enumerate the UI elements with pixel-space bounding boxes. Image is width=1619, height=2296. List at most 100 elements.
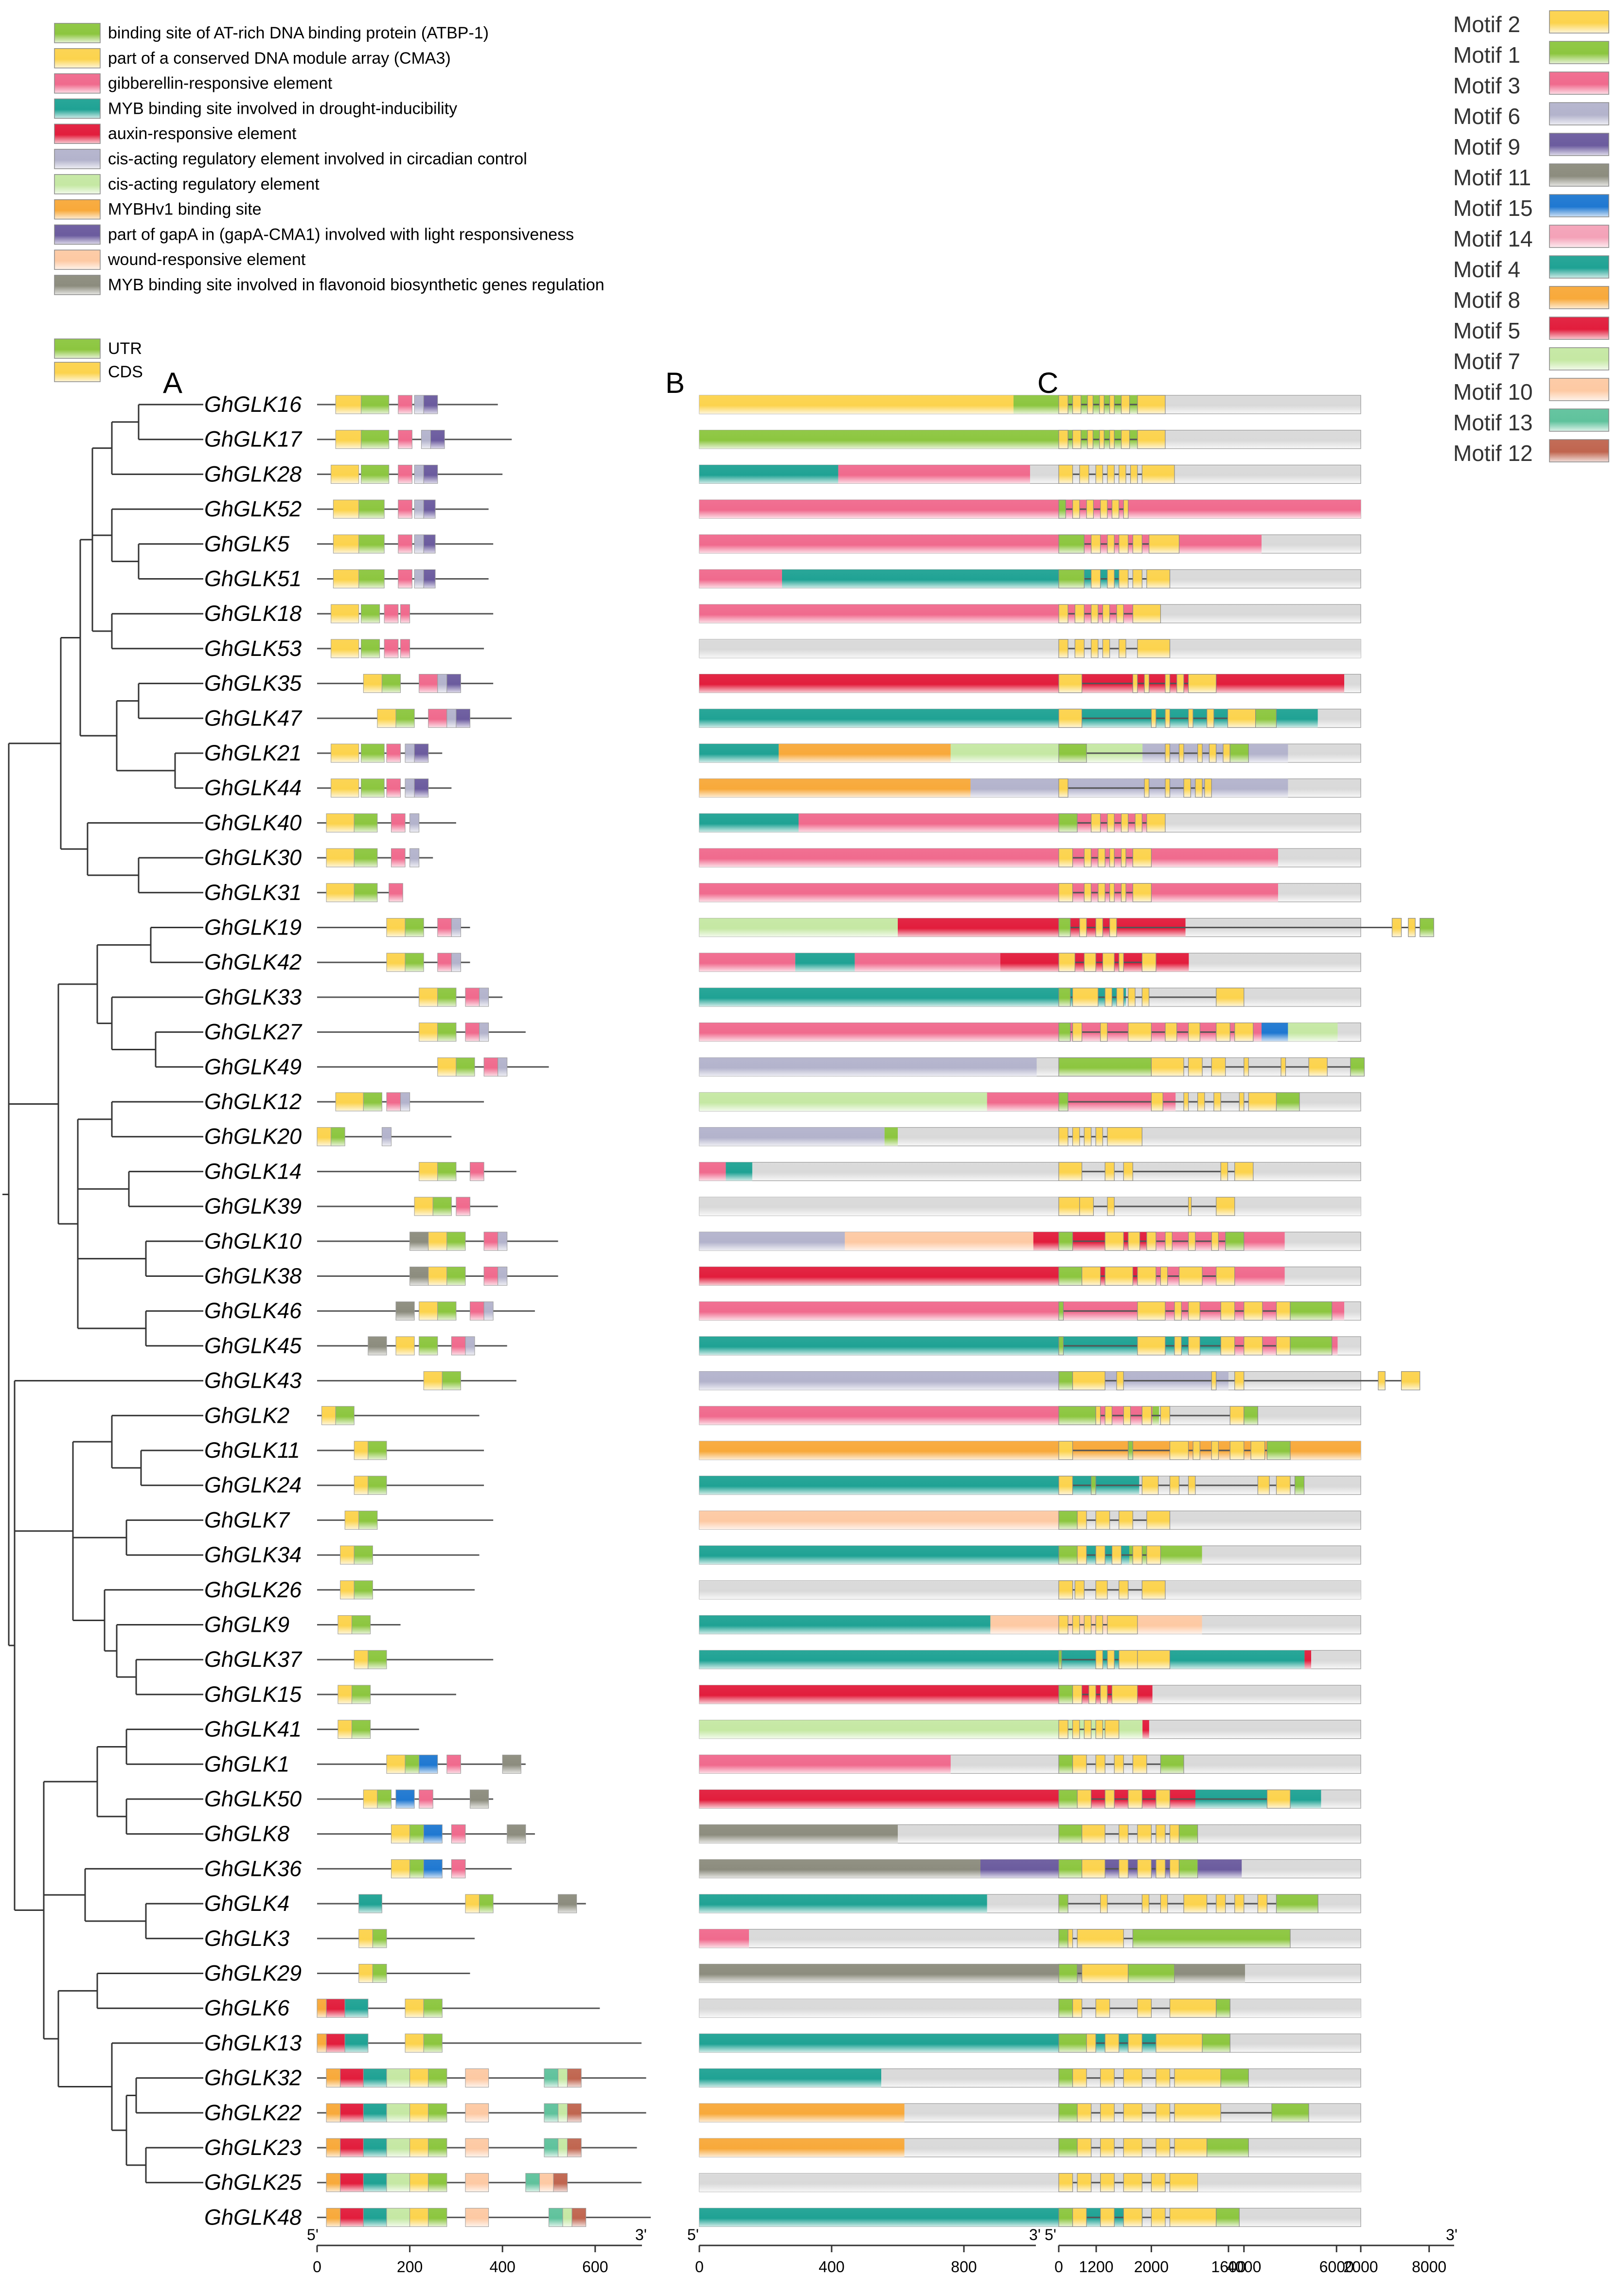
cds-block: [1082, 1963, 1129, 1983]
cds-block: [1141, 1406, 1152, 1425]
cds-block: [1132, 534, 1142, 554]
utr-block: [1128, 1441, 1133, 1460]
gene-row: GhGLK37: [204, 1647, 1361, 1672]
cds-block: [1183, 1894, 1208, 1913]
cis-element: [317, 1998, 327, 2018]
cds-block: [1107, 569, 1115, 589]
panel-label-a: A: [163, 367, 182, 399]
cds-block: [1098, 883, 1105, 902]
cds-block: [1146, 813, 1166, 833]
utr-block: [1058, 1057, 1152, 1077]
gene-row: GhGLK36: [204, 1856, 1361, 1881]
gene-row: GhGLK32: [204, 2066, 1361, 2090]
cds-block: [1276, 1336, 1291, 1356]
gene-name: GhGLK11: [204, 1438, 300, 1463]
cis-element: [400, 604, 410, 623]
gene-name: GhGLK7: [204, 1507, 290, 1532]
gene-row: GhGLK43: [204, 1368, 1421, 1393]
cis-element: [423, 569, 436, 588]
cds-block: [1087, 430, 1094, 449]
utr-block: [1058, 1859, 1083, 1878]
motif-legend-swatch: [1549, 286, 1609, 309]
cis-element: [409, 2068, 429, 2088]
legend-swatch: [54, 249, 101, 270]
cds-block: [1132, 569, 1142, 589]
cds-block: [1213, 1092, 1221, 1112]
legend-swatch: [54, 149, 101, 169]
cis-element: [498, 1232, 508, 1251]
cis-element: [377, 708, 396, 728]
cis-element: [456, 1057, 475, 1077]
cds-block: [1141, 1894, 1150, 1913]
cds-block: [1107, 534, 1115, 554]
cds-block: [1156, 2103, 1171, 2122]
gene-name: GhGLK29: [204, 1961, 302, 1986]
cds-block: [1082, 1859, 1105, 1878]
gene-row: GhGLK11: [204, 1438, 1361, 1463]
cds-block: [1084, 1127, 1092, 1147]
gene-name: GhGLK33: [204, 985, 302, 1009]
utr-block: [1271, 2103, 1309, 2122]
cds-block: [1227, 708, 1256, 728]
cis-element: [395, 1789, 415, 1809]
cis-element: [567, 2138, 582, 2157]
cds-block: [1207, 708, 1214, 728]
cis-element: [391, 813, 406, 832]
cds-block: [1109, 848, 1115, 867]
gene-row: GhGLK23: [204, 2135, 1361, 2160]
cis-element: [409, 848, 420, 867]
cis-element: [423, 395, 438, 414]
cis-element: [333, 499, 359, 519]
utr-block: [1058, 1929, 1068, 1948]
cds-block: [1123, 2173, 1142, 2192]
cis-element: [361, 395, 390, 414]
utr-block: [1058, 2068, 1073, 2088]
cis-element: [446, 1267, 466, 1286]
gene-row: GhGLK42: [204, 950, 1361, 974]
cds-block: [1104, 1720, 1120, 1739]
motif-legend-label: Motif 10: [1453, 379, 1533, 405]
axis-b-right-end: 3': [1029, 2226, 1041, 2243]
cis-element: [331, 604, 359, 623]
cds-block: [1188, 673, 1217, 693]
utr-block: [1255, 708, 1277, 728]
cis-element: [391, 1824, 410, 1844]
motif-legend-label: Motif 4: [1453, 257, 1520, 282]
cds-block: [1077, 1510, 1087, 1530]
utr-block: [1058, 2033, 1087, 2053]
cds-block: [1119, 534, 1129, 554]
gene-row: GhGLK5: [204, 531, 1361, 556]
cis-element: [358, 1894, 382, 1913]
cds-block: [1104, 988, 1113, 1007]
utr-block: [1058, 1336, 1064, 1356]
cds-block: [1234, 1162, 1254, 1181]
cds-block: [1183, 1092, 1189, 1112]
cis-element: [525, 2173, 540, 2192]
cds-block: [1178, 743, 1184, 763]
utr-block: [1216, 1998, 1230, 2018]
cis-element: [358, 499, 385, 519]
cis-element: [451, 1824, 466, 1844]
cis-element: [326, 2103, 341, 2122]
utr-block: [1350, 1057, 1365, 1077]
cds-block: [1104, 2033, 1120, 2053]
cis-element: [437, 953, 452, 972]
cds-block: [1087, 395, 1094, 414]
gene-row: GhGLK25: [204, 2170, 1361, 2195]
cds-block: [1091, 534, 1101, 554]
cis-element: [384, 604, 399, 623]
utr-block: [1058, 1301, 1064, 1321]
utr-block: [1244, 1406, 1258, 1425]
cis-element: [386, 2068, 410, 2088]
cds-block: [1058, 2173, 1073, 2192]
cis-element: [344, 2033, 369, 2053]
cds-block: [1074, 604, 1085, 623]
gene-row: GhGLK24: [204, 1473, 1361, 1498]
cis-element: [335, 430, 364, 449]
cds-block: [1109, 883, 1115, 902]
cis-element: [446, 674, 461, 693]
cis-element: [358, 534, 385, 554]
cis-element: [338, 1615, 352, 1634]
utr-block: [1160, 1754, 1184, 1774]
cds-block: [1128, 2033, 1142, 2053]
